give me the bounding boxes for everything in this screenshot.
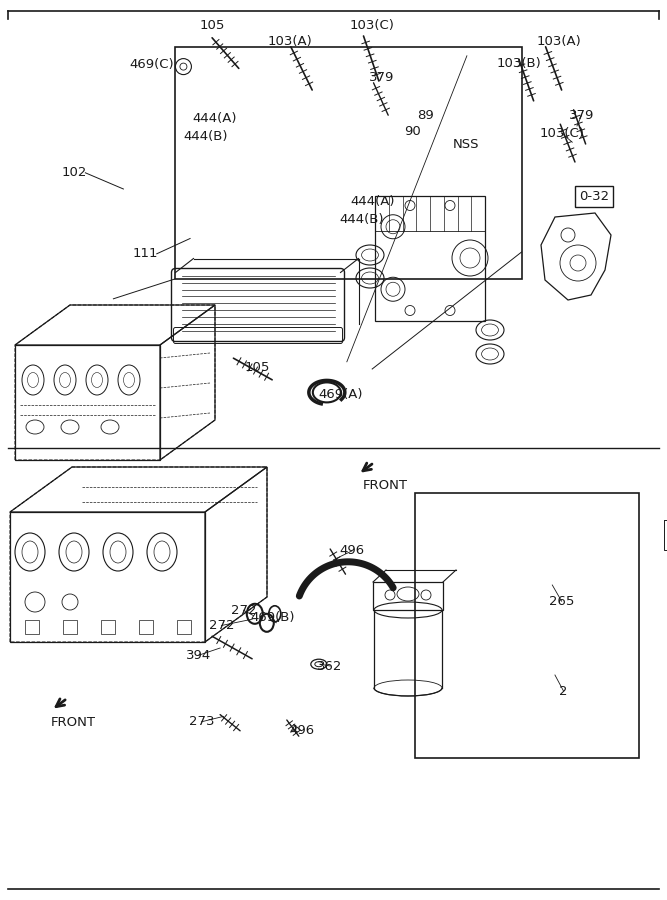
- Text: 444(A): 444(A): [193, 112, 237, 125]
- Text: 103(C): 103(C): [350, 19, 395, 32]
- Text: 444(B): 444(B): [183, 130, 227, 143]
- Text: 444(B): 444(B): [340, 213, 384, 226]
- Text: FRONT: FRONT: [51, 716, 96, 728]
- Text: 89: 89: [417, 109, 434, 122]
- Text: 103(A): 103(A): [267, 35, 313, 48]
- Text: 394: 394: [186, 649, 211, 662]
- Text: 2: 2: [560, 685, 568, 698]
- Text: NSS: NSS: [452, 138, 479, 150]
- Text: 0-32: 0-32: [579, 190, 610, 203]
- Bar: [375, 195, 485, 320]
- Text: 444(A): 444(A): [350, 195, 394, 208]
- Text: 272: 272: [231, 604, 256, 617]
- Text: 469(A): 469(A): [318, 388, 362, 400]
- Text: 103(B): 103(B): [496, 57, 542, 69]
- Text: 111: 111: [133, 248, 158, 260]
- Bar: [664, 520, 667, 550]
- Text: 273: 273: [189, 716, 214, 728]
- Text: 469(B): 469(B): [250, 611, 294, 624]
- Bar: [175, 47, 522, 279]
- Text: 379: 379: [369, 71, 394, 84]
- Text: FRONT: FRONT: [363, 479, 408, 491]
- Bar: [415, 493, 639, 758]
- Bar: [101, 620, 115, 634]
- Text: 496: 496: [289, 724, 314, 737]
- Bar: [63, 620, 77, 634]
- Text: 379: 379: [569, 109, 594, 122]
- Bar: [373, 582, 443, 610]
- Text: 90: 90: [404, 125, 421, 138]
- Text: 469(C): 469(C): [130, 58, 174, 71]
- Text: 362: 362: [317, 660, 343, 672]
- Bar: [177, 620, 191, 634]
- Bar: [139, 620, 153, 634]
- Text: 102: 102: [62, 166, 87, 179]
- Text: 105: 105: [199, 19, 225, 32]
- Text: 105: 105: [244, 361, 269, 374]
- Text: 103(A): 103(A): [536, 35, 582, 48]
- Text: 265: 265: [549, 595, 574, 608]
- Bar: [25, 620, 39, 634]
- Text: 496: 496: [340, 544, 365, 557]
- Text: 103(C): 103(C): [539, 127, 584, 140]
- Text: 272: 272: [209, 619, 234, 632]
